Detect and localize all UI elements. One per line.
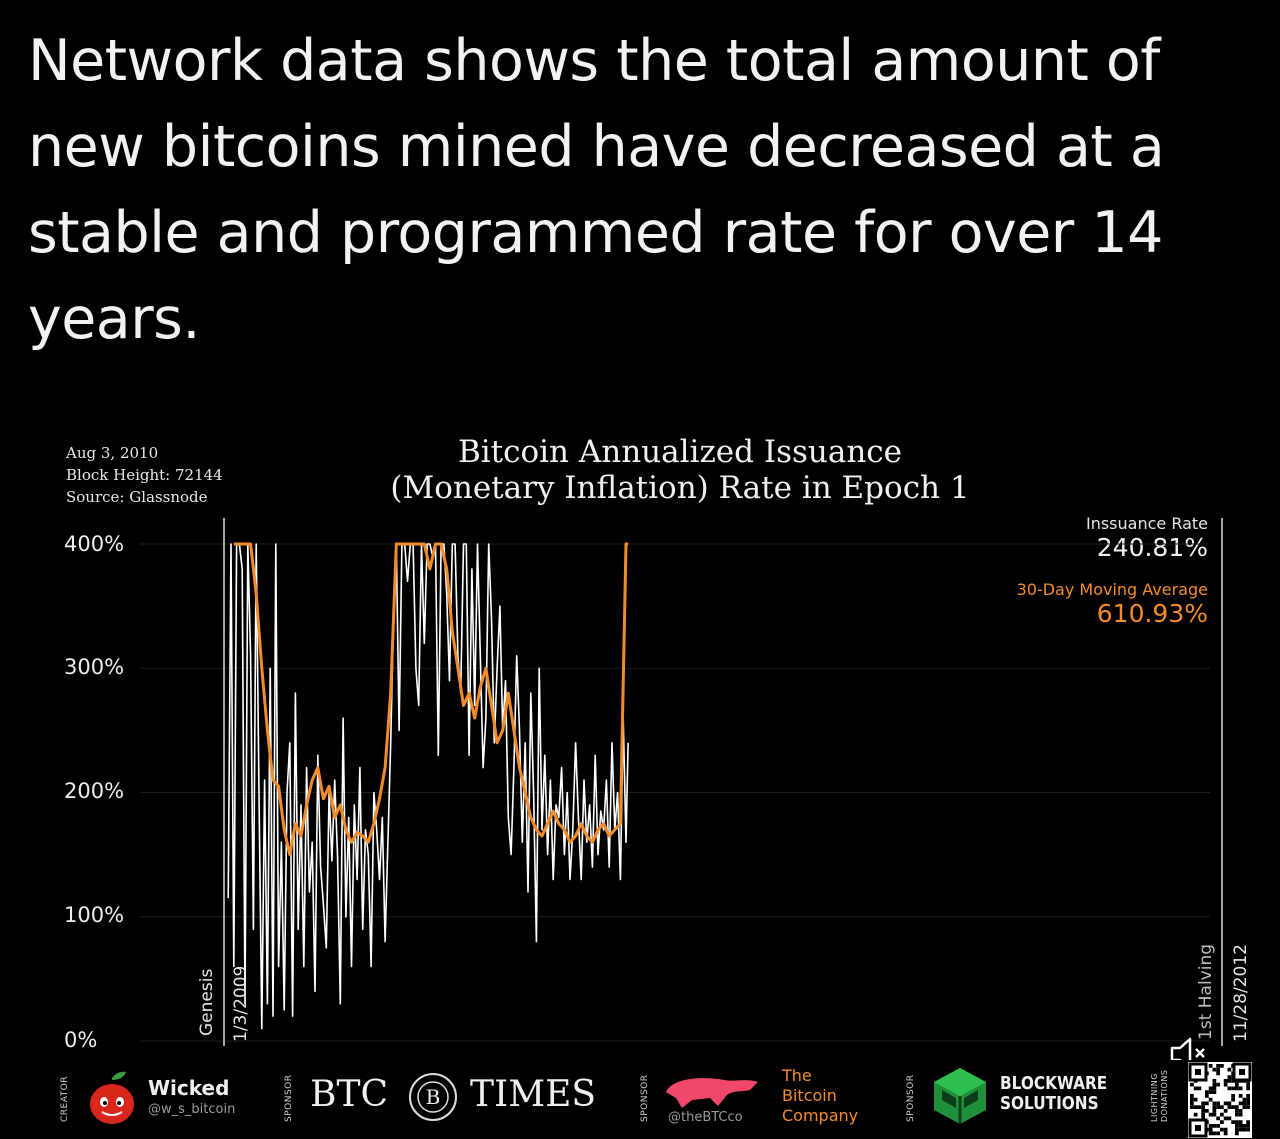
blockware-name-line: BLOCKWARE — [1000, 1073, 1108, 1094]
sponsor-tag: SPONSOR — [906, 1074, 916, 1122]
moving-average-readout: 30-Day Moving Average 610.93% — [1017, 580, 1208, 628]
apple-logo-icon — [90, 1071, 134, 1124]
chart-metadata: Aug 3, 2010 Block Height: 72144 Source: … — [66, 442, 223, 508]
btc-times-left: BTC — [310, 1074, 389, 1115]
creator-name: Wicked — [148, 1076, 230, 1100]
grid — [140, 543, 1210, 1042]
svg-text:B: B — [426, 1085, 441, 1109]
blockware-name: BLOCKWARE SOLUTIONS — [1000, 1074, 1107, 1114]
btc-times-right: TIMES — [470, 1074, 597, 1115]
bitcoin-company-name: The Bitcoin Company — [782, 1066, 858, 1126]
meta-source: Source: Glassnode — [66, 488, 208, 506]
bitcoin-company-name-line: The — [782, 1066, 812, 1085]
chart-title: Bitcoin Annualized Issuance (Monetary In… — [390, 434, 970, 506]
headline: Network data shows the total amount of n… — [28, 28, 1165, 352]
sponsor-tag: SPONSOR — [640, 1074, 650, 1122]
meta-block-height: Block Height: 72144 — [66, 466, 223, 484]
issuance-readout: Inssuance Rate 240.81% — [1086, 514, 1208, 562]
y-tick-label: 200% — [64, 779, 125, 803]
moving-average-label: 30-Day Moving Average — [1016, 580, 1208, 599]
moving-average-series-line — [233, 542, 629, 857]
y-tick-label: 0% — [64, 1028, 98, 1052]
lightning-tag: LIGHTNING — [1150, 1073, 1159, 1122]
honey-badger-logo-icon — [666, 1078, 758, 1108]
qr-code-icon[interactable] — [1188, 1062, 1252, 1138]
bitcoin-company-name-line: Company — [782, 1106, 859, 1125]
blockware-cube-icon — [934, 1068, 986, 1124]
donations-tag: DONATIONS — [1160, 1069, 1169, 1122]
genesis-date: 1/3/2009 — [231, 966, 251, 1042]
bitcoin-company-handle: @theBTCco — [668, 1110, 743, 1125]
btc-times-seal-icon: B — [409, 1073, 457, 1121]
sponsor-footer: CREATOR Wicked @w_s_bitcoin SPONSOR BTC … — [0, 1060, 1280, 1139]
y-tick-label: 100% — [64, 903, 125, 927]
meta-date: Aug 3, 2010 — [66, 444, 159, 462]
halving-label: 1st Halving — [1196, 944, 1216, 1040]
moving-average-value: 610.93% — [1096, 599, 1208, 628]
creator-tag: CREATOR — [60, 1075, 70, 1122]
y-tick-label: 400% — [64, 532, 125, 556]
issuance-value: 240.81% — [1096, 533, 1208, 562]
halving-date: 11/28/2012 — [1231, 944, 1251, 1042]
bitcoin-company-name-line: Bitcoin — [782, 1086, 837, 1105]
genesis-label: Genesis — [197, 969, 217, 1036]
sponsor-tag: SPONSOR — [284, 1074, 294, 1122]
issuance-series-line — [227, 543, 629, 1030]
blockware-name-line: SOLUTIONS — [1000, 1093, 1099, 1114]
creator-handle: @w_s_bitcoin — [148, 1102, 236, 1117]
issuance-label: Inssuance Rate — [1085, 514, 1208, 533]
chart-plot: Genesis 1/3/2009 1st Halving 11/28/2012 — [140, 518, 1251, 1046]
y-tick-label: 300% — [64, 655, 125, 679]
